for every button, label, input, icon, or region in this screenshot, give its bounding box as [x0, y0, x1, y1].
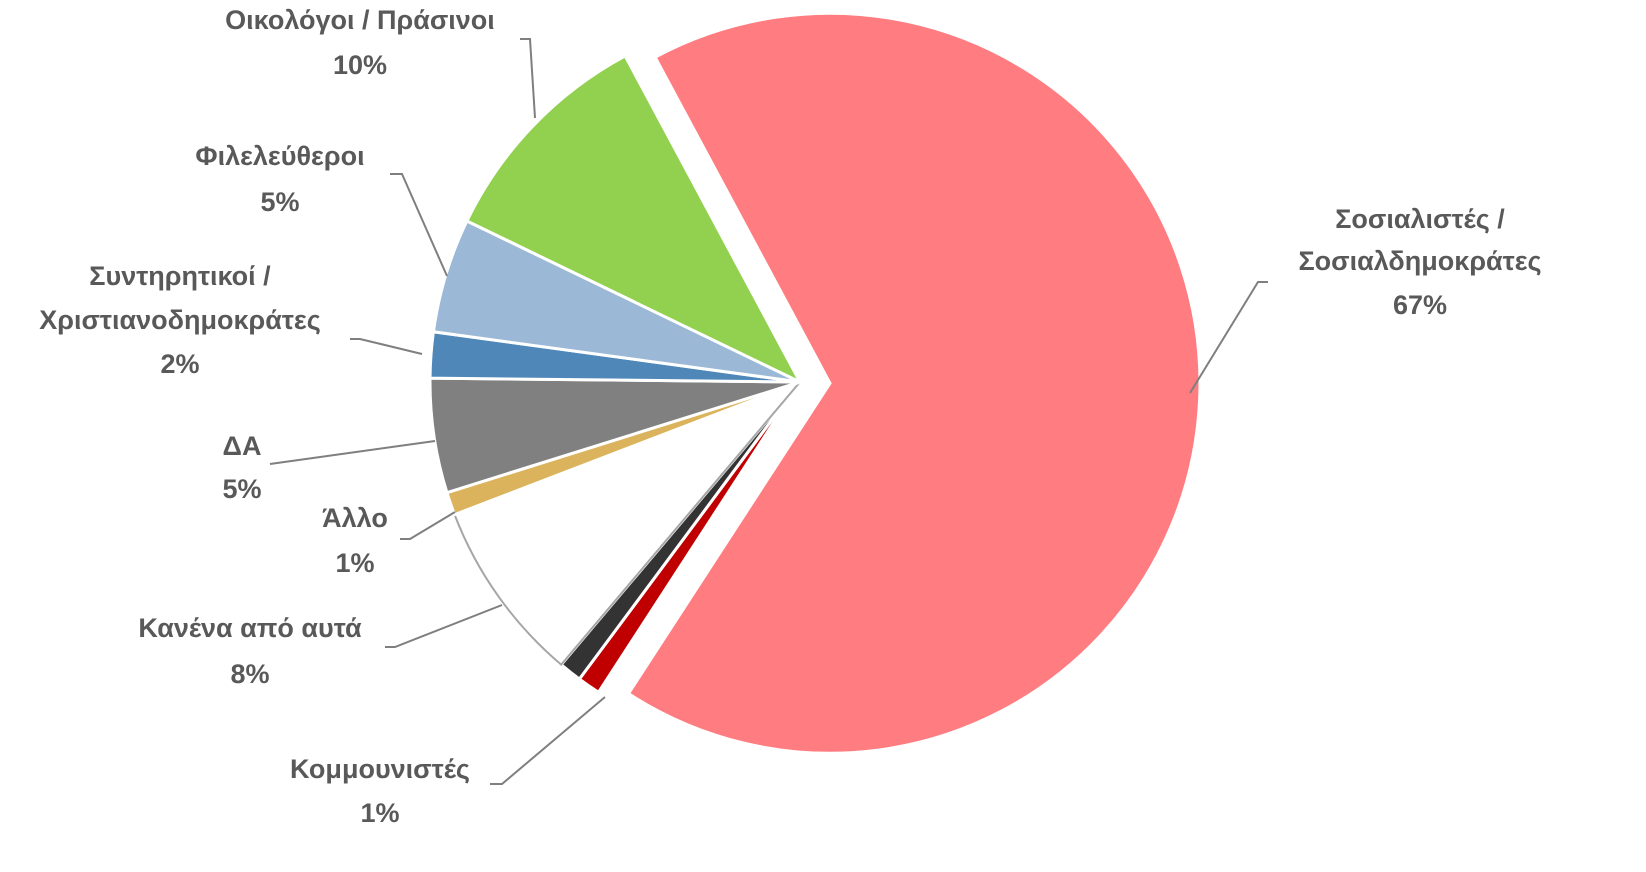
label-line: Χριστιανοδημοκράτες — [39, 305, 320, 335]
slice-label: Συντηρητικοί / Χριστιανοδημοκράτες — [39, 261, 320, 335]
leader-line — [520, 38, 536, 119]
slice-label: Κανένα από αυτά — [138, 613, 362, 643]
pie-slice — [453, 381, 801, 667]
slice-label: Κομμουνιστές — [290, 754, 470, 784]
leader-line — [390, 173, 448, 277]
slice-label: Άλλο — [322, 503, 388, 533]
leader-line — [490, 696, 606, 785]
data-label: 10% — [333, 50, 387, 80]
data-label: 1% — [335, 548, 374, 578]
slice-label: Σοσιαλιστές / Σοσιαλδημοκράτες — [1298, 204, 1541, 276]
data-label: 2% — [160, 349, 199, 379]
pie-slice — [464, 53, 804, 386]
label-line: Συντηρητικοί / — [89, 261, 271, 291]
slice-label: Φιλελεύθεροι — [195, 141, 364, 171]
data-label: 5% — [260, 187, 299, 217]
slice-label: ΔΑ — [223, 431, 262, 461]
leader-line — [385, 604, 503, 648]
pie-slice — [626, 11, 1202, 755]
data-label: 5% — [222, 474, 261, 504]
data-label: 1% — [360, 798, 399, 828]
leader-line — [350, 338, 423, 355]
label-line: Σοσιαλιστές / — [1335, 204, 1505, 234]
data-label: 67% — [1393, 290, 1447, 320]
leader-line — [1189, 281, 1268, 394]
leader-line — [400, 511, 456, 540]
slice-label: Οικολόγοι / Πράσινοι — [225, 5, 495, 35]
leader-line — [269, 440, 436, 465]
label-line: Σοσιαλδημοκράτες — [1298, 246, 1541, 276]
data-label: 8% — [230, 659, 269, 689]
